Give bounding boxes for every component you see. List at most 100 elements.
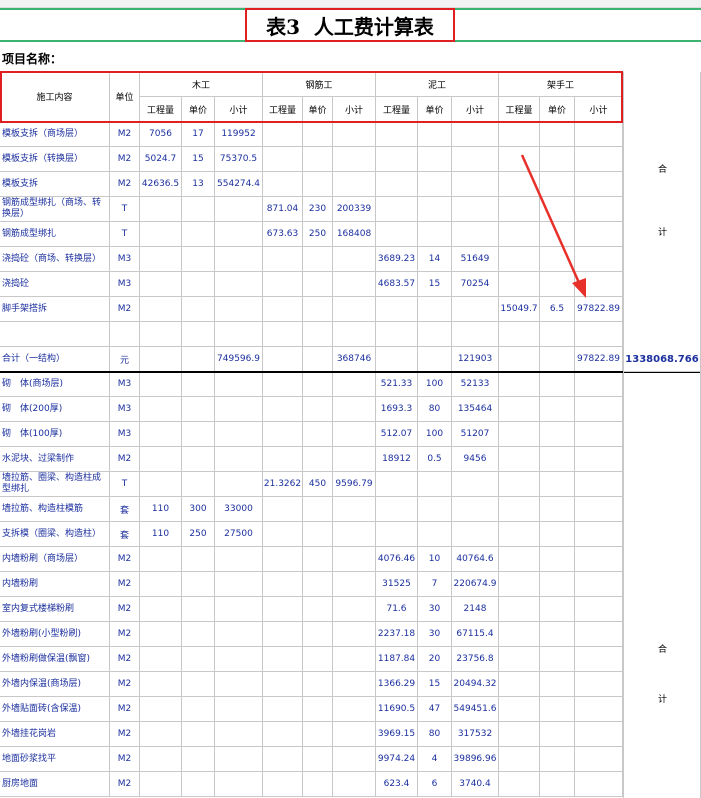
cell: 18912: [376, 447, 418, 472]
cell: [182, 197, 215, 222]
cell: [215, 472, 263, 497]
header-group: 钢筋工: [263, 72, 376, 97]
cell: M2: [110, 547, 140, 572]
cell: [499, 272, 540, 297]
cell: [303, 347, 333, 372]
cell: [333, 247, 376, 272]
cell: [575, 397, 623, 422]
cell: 2237.18: [376, 622, 418, 647]
cell: 9596.79: [333, 472, 376, 497]
cell: M2: [110, 647, 140, 672]
cell: [540, 672, 575, 697]
cell: [452, 172, 499, 197]
cell: 67115.4: [452, 622, 499, 647]
cell: [499, 497, 540, 522]
cell: [575, 472, 623, 497]
cell: [303, 122, 333, 147]
item-name: 外墙粉刷(小型粉刷): [0, 622, 110, 647]
cell: 110: [140, 522, 182, 547]
cell: [215, 772, 263, 797]
cell: [303, 722, 333, 747]
cell: [140, 772, 182, 797]
cell: [540, 347, 575, 372]
cell: 119952: [215, 122, 263, 147]
item-name: 室内复式楼梯粉刷: [0, 597, 110, 622]
cell: [182, 422, 215, 447]
header-cell: 施工内容: [0, 72, 110, 122]
cell: [215, 322, 263, 347]
cell: 512.07: [376, 422, 418, 447]
cell: [215, 547, 263, 572]
cell: [333, 622, 376, 647]
cell: [499, 347, 540, 372]
item-name: 墙拉筋、构造柱模筋: [0, 497, 110, 522]
cell: [452, 472, 499, 497]
cell: [215, 197, 263, 222]
cell: [418, 497, 452, 522]
cell: 14: [418, 247, 452, 272]
cell: M2: [110, 572, 140, 597]
cell: [540, 147, 575, 172]
cell: [263, 722, 303, 747]
cell: [499, 122, 540, 147]
cell: [575, 172, 623, 197]
cell: M3: [110, 422, 140, 447]
item-name: 浇捣砼（商场、转换层）: [0, 247, 110, 272]
cell: [182, 572, 215, 597]
cell: M2: [110, 172, 140, 197]
cell: [333, 747, 376, 772]
cell: [499, 172, 540, 197]
cell: [452, 297, 499, 322]
cell: [215, 247, 263, 272]
cell: [263, 597, 303, 622]
cell: [215, 697, 263, 722]
header-sub: 工程量: [499, 97, 540, 122]
cell: [575, 497, 623, 522]
cell: [575, 247, 623, 272]
cell: [333, 297, 376, 322]
cell: [263, 747, 303, 772]
cell: [182, 372, 215, 397]
cell: M2: [110, 622, 140, 647]
item-name: 砌 体(200厚): [0, 397, 110, 422]
cell: 21.3262: [263, 472, 303, 497]
cell: [303, 597, 333, 622]
cell: [418, 322, 452, 347]
item-name: 支拆模（圈梁、构造柱）: [0, 522, 110, 547]
cell: [182, 722, 215, 747]
cell: 110: [140, 497, 182, 522]
header-sub: 单价: [303, 97, 333, 122]
cell: [263, 172, 303, 197]
cell: [182, 747, 215, 772]
cell: [182, 347, 215, 372]
cell: [540, 372, 575, 397]
cell: [215, 747, 263, 772]
header-sub: 小计: [215, 97, 263, 122]
cell: T: [110, 472, 140, 497]
cell: [140, 347, 182, 372]
side-label: 计: [658, 695, 668, 705]
item-name: 墙拉筋、圈梁、构造柱成型绑扎: [0, 472, 110, 497]
cell: [333, 597, 376, 622]
cell: [140, 572, 182, 597]
cell: 250: [303, 222, 333, 247]
cell: [499, 772, 540, 797]
header-sub: 小计: [452, 97, 499, 122]
cell: [182, 447, 215, 472]
cell: 3969.15: [376, 722, 418, 747]
cell: [182, 322, 215, 347]
cell: [499, 197, 540, 222]
cell: [499, 397, 540, 422]
cell: [140, 472, 182, 497]
cell: [452, 122, 499, 147]
cell: 673.63: [263, 222, 303, 247]
cell: 121903: [452, 347, 499, 372]
cell: [303, 147, 333, 172]
cell: [263, 147, 303, 172]
cell: [540, 422, 575, 447]
cell: [303, 447, 333, 472]
cell: 75370.5: [215, 147, 263, 172]
cell: [303, 672, 333, 697]
cell: 871.04: [263, 197, 303, 222]
cell: [333, 372, 376, 397]
